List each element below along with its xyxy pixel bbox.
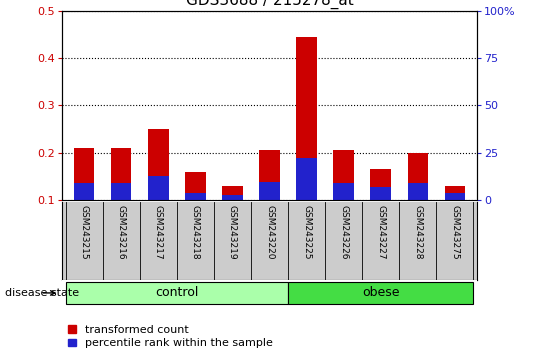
Text: GSM243275: GSM243275 (450, 205, 459, 259)
Bar (407, 183, 428, 200)
Bar (445, 193, 465, 200)
Text: GSM243218: GSM243218 (191, 205, 200, 259)
Bar (222, 186, 243, 200)
Bar (74, 148, 94, 200)
Text: obese: obese (362, 286, 399, 299)
Bar (259, 182, 280, 200)
Bar (148, 176, 169, 200)
Text: GSM243226: GSM243226 (339, 205, 348, 259)
Bar (111, 183, 132, 200)
Text: GSM243220: GSM243220 (265, 205, 274, 259)
Bar (66, 282, 288, 303)
Text: control: control (155, 286, 198, 299)
Text: GSM243219: GSM243219 (228, 205, 237, 259)
Bar (370, 187, 391, 200)
Bar (185, 172, 205, 200)
Bar (288, 282, 473, 303)
Legend: transformed count, percentile rank within the sample: transformed count, percentile rank withi… (67, 325, 273, 348)
Bar (296, 158, 317, 200)
Text: GSM243215: GSM243215 (80, 205, 89, 259)
Bar (185, 193, 205, 200)
Bar (148, 129, 169, 200)
Bar (296, 37, 317, 200)
Bar (222, 195, 243, 200)
Bar (259, 150, 280, 200)
Bar (407, 153, 428, 200)
Bar (370, 169, 391, 200)
Text: GSM243227: GSM243227 (376, 205, 385, 259)
Bar (111, 148, 132, 200)
Bar (445, 186, 465, 200)
Text: GSM243216: GSM243216 (117, 205, 126, 259)
Text: disease state: disease state (5, 288, 80, 298)
Text: GSM243228: GSM243228 (413, 205, 422, 259)
Text: GSM243217: GSM243217 (154, 205, 163, 259)
Text: GSM243225: GSM243225 (302, 205, 311, 259)
Bar (334, 150, 354, 200)
Bar (74, 183, 94, 200)
Title: GDS3688 / 215278_at: GDS3688 / 215278_at (185, 0, 354, 9)
Bar (334, 183, 354, 200)
